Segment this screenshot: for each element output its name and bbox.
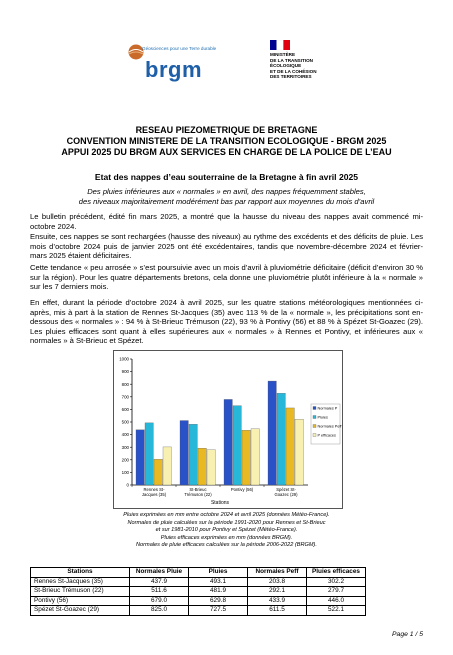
brgm-tagline: Géosciences pour une Terre durable bbox=[142, 46, 217, 51]
table-cell: Spézet St-Goazec (29) bbox=[30, 605, 130, 616]
table-header-cell: Normales Pluie bbox=[129, 567, 189, 578]
rainfall-chart-svg: 0 100 200 300 400 500 600 700 800 900 1000 Rennes S… bbox=[119, 357, 343, 506]
bar bbox=[232, 405, 242, 486]
legend-label: P efficaces bbox=[318, 434, 337, 438]
table-row: Rennes St-Jacques (35) 437.9 493.1 203.8… bbox=[30, 576, 366, 588]
rainfall-chart: 0 100 200 300 400 500 600 700 800 900 1000 Rennes S… bbox=[113, 350, 343, 509]
y-tick-label: 100 bbox=[122, 470, 130, 475]
brgm-disc-icon bbox=[128, 44, 144, 60]
bar bbox=[285, 407, 295, 486]
bar bbox=[188, 424, 198, 486]
y-tick-label: 0 bbox=[127, 483, 130, 488]
paragraph-3: Cette tendance « peu arrosée » s’est pou… bbox=[30, 263, 423, 292]
table-header-cell: Normales Peff bbox=[247, 567, 307, 578]
y-tick-label: 200 bbox=[122, 457, 130, 462]
legend-label: Normales P bbox=[318, 407, 338, 411]
table-cell: 727.5 bbox=[188, 605, 248, 616]
bar bbox=[144, 422, 154, 486]
table-cell: 433.9 bbox=[247, 595, 307, 607]
x-tick-label: Goazec (29) bbox=[274, 492, 298, 497]
y-tick-label: 1000 bbox=[119, 357, 129, 362]
y-tick-label: 500 bbox=[122, 420, 130, 425]
table-cell: 629.8 bbox=[188, 595, 248, 607]
x-tick-label: Jacques (35) bbox=[142, 492, 167, 497]
ministry-logo: MINISTÈRE DE LA TRANSITION ÉCOLOGIQUE ET… bbox=[270, 40, 340, 90]
x-tick-label: Pontivy (56) bbox=[231, 487, 254, 492]
table-cell: 511.6 bbox=[129, 586, 189, 597]
table-cell: 522.1 bbox=[306, 605, 366, 616]
x-axis-label: Stations bbox=[211, 500, 230, 506]
bar bbox=[276, 393, 286, 486]
y-tick-label: 800 bbox=[122, 382, 130, 387]
legend-swatch bbox=[312, 415, 317, 419]
table-cell: St-Brieuc Trémuson (22) bbox=[30, 586, 130, 597]
bar bbox=[197, 448, 207, 486]
legend-box bbox=[310, 403, 341, 445]
table-header-cell: Pluies efficaces bbox=[306, 567, 366, 578]
bar bbox=[179, 420, 189, 486]
x-tick-label: St-Brieuc bbox=[189, 487, 206, 492]
chart-captions: Pluies exprimées en mm entre octobre 202… bbox=[123, 512, 330, 549]
table-header-row: Stations Normales Pluie Pluies Normales … bbox=[30, 567, 366, 578]
x-tick-label: Spézet St- bbox=[276, 487, 296, 492]
y-tick-label: 700 bbox=[122, 394, 130, 399]
table-header-cell: Pluies bbox=[188, 567, 248, 578]
legend-swatch bbox=[312, 424, 317, 428]
table-cell: 292.1 bbox=[247, 586, 307, 597]
brgm-logo: Géosciences pour une Terre durable brgm bbox=[128, 44, 236, 88]
y-tick-label: 400 bbox=[122, 432, 130, 437]
bar bbox=[294, 419, 304, 486]
bar bbox=[241, 430, 251, 486]
y-tick-label: 900 bbox=[122, 369, 130, 374]
bar bbox=[267, 380, 277, 486]
legend-label: Normales Peff bbox=[318, 425, 343, 429]
intro-summary: Des pluies inférieures aux « normales » … bbox=[78, 187, 375, 206]
rainfall-table: Stations Normales Pluie Pluies Normales … bbox=[30, 567, 366, 616]
table-cell: 611.5 bbox=[247, 605, 307, 616]
document-subtitle: Etat des nappes d’eau souterraine de la … bbox=[94, 172, 359, 182]
legend-label: Pluies bbox=[318, 416, 328, 420]
table-cell: 825.0 bbox=[129, 605, 189, 616]
table-cell: 446.0 bbox=[306, 595, 366, 607]
table-row: Spézet St-Goazec (29) 825.0 727.5 611.5 … bbox=[30, 605, 366, 616]
brgm-wordmark: brgm bbox=[145, 57, 202, 82]
table-cell: 481.9 bbox=[188, 586, 248, 597]
table-cell: Rennes St-Jacques (35) bbox=[30, 576, 130, 588]
table-cell: 279.7 bbox=[306, 586, 366, 597]
bar bbox=[153, 459, 163, 486]
table-cell: 437.9 bbox=[129, 576, 189, 588]
paragraph-1: Le bulletin précédent, édité fin mars 20… bbox=[30, 212, 423, 231]
x-tick-label: Rennes St- bbox=[144, 487, 166, 492]
table-header-cell: Stations bbox=[30, 567, 130, 578]
y-tick-label: 600 bbox=[122, 407, 130, 412]
table-cell: Pontivy (56) bbox=[30, 595, 130, 607]
table-cell: 203.8 bbox=[247, 576, 307, 588]
table-row: St-Brieuc Trémuson (22) 511.6 481.9 292.… bbox=[30, 586, 366, 597]
paragraph-4: En effet, durant la période d’octobre 20… bbox=[30, 298, 423, 346]
table-cell: 302.2 bbox=[306, 576, 366, 588]
ministry-name: MINISTÈRE DE LA TRANSITION ÉCOLOGIQUE ET… bbox=[270, 52, 317, 80]
bar bbox=[162, 446, 172, 486]
table-cell: 679.0 bbox=[129, 595, 189, 607]
bar bbox=[135, 429, 145, 486]
x-tick-label: Trémuson (22) bbox=[184, 492, 212, 497]
republique-flag-icon bbox=[270, 40, 290, 50]
paragraph-2: Ensuite, ces nappes se sont rechargées (… bbox=[30, 232, 423, 261]
y-tick-label: 300 bbox=[122, 445, 130, 450]
bar bbox=[206, 449, 216, 486]
legend-swatch bbox=[312, 406, 317, 410]
page-number: Page 1 / 5 bbox=[392, 631, 423, 638]
table-row: Pontivy (56) 679.0 629.8 433.9 446.0 bbox=[30, 595, 366, 607]
bar bbox=[250, 428, 260, 486]
legend-swatch bbox=[312, 433, 317, 437]
document-title: RESEAU PIEZOMETRIQUE DE BRETAGNE CONVENT… bbox=[61, 125, 392, 157]
table-cell: 493.1 bbox=[188, 576, 248, 588]
bar bbox=[223, 399, 233, 486]
